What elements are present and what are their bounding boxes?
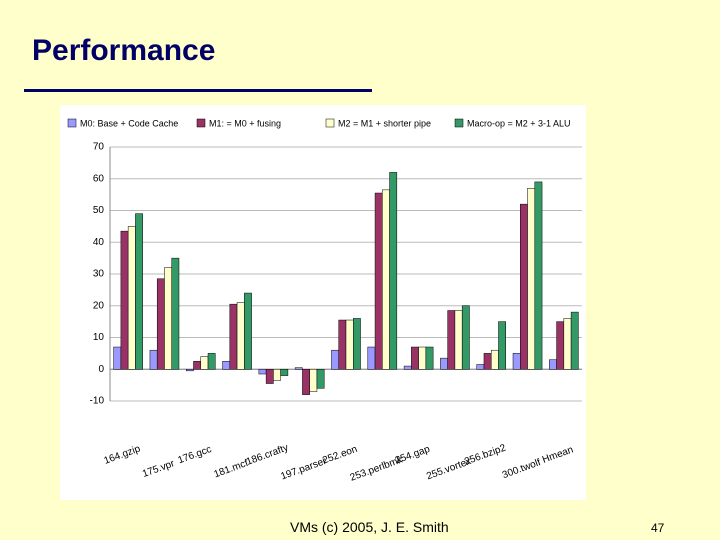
bar [563, 318, 572, 370]
bar [461, 305, 470, 370]
bar [374, 192, 383, 370]
bar [120, 230, 129, 370]
bar [294, 367, 303, 370]
legend-label: M1: = M0 + fusing [209, 118, 281, 128]
slide-title: Performance [32, 34, 216, 67]
bar [490, 349, 499, 370]
y-tick-label: 30 [93, 269, 105, 280]
page-number: 47 [651, 521, 665, 535]
bar [534, 181, 543, 370]
bar [164, 267, 172, 370]
bar [236, 302, 245, 370]
bar [135, 213, 143, 370]
bar [549, 359, 557, 370]
bar [244, 292, 252, 370]
y-tick-label: 20 [93, 300, 105, 311]
bar [389, 172, 398, 370]
bar [258, 369, 267, 375]
bar [512, 353, 521, 370]
bar [265, 369, 274, 384]
legend-swatch [325, 118, 335, 128]
bar [149, 349, 158, 370]
legend-label: M2 = M1 + shorter pipe [338, 118, 431, 128]
bar [454, 310, 463, 370]
y-tick-label: -10 [90, 396, 105, 407]
bar [193, 361, 202, 370]
bar [425, 346, 434, 370]
bar [207, 353, 216, 370]
bar [338, 319, 347, 370]
bar [556, 321, 565, 370]
legend-label: M0: Base + Code Cache [80, 118, 178, 128]
legend-label: Macro-op = M2 + 3-1 ALU [467, 118, 571, 128]
bar [185, 369, 194, 372]
bar [411, 346, 419, 370]
bar [447, 310, 456, 370]
bar [476, 364, 485, 370]
bar [498, 321, 507, 370]
bar [280, 369, 289, 376]
bar [382, 189, 390, 370]
bar [570, 311, 579, 370]
legend-swatch [67, 118, 77, 128]
bar [483, 353, 492, 370]
footer: VMs (c) 2005, J. E. Smith [290, 519, 449, 535]
bar [171, 257, 180, 370]
chart-area [60, 105, 586, 500]
bar [156, 278, 165, 370]
y-tick-label: 50 [93, 205, 105, 216]
bar [200, 356, 209, 370]
bar [302, 369, 310, 395]
legend-swatch [196, 118, 206, 128]
legend-swatch [454, 118, 464, 128]
bar [367, 346, 376, 370]
y-tick-label: 70 [93, 142, 105, 153]
bar [222, 361, 231, 370]
y-tick-label: 0 [98, 364, 104, 375]
bar [316, 369, 325, 389]
bar [527, 188, 536, 370]
bar [403, 365, 412, 370]
y-tick-label: 60 [93, 173, 105, 184]
bar [345, 319, 354, 370]
title-rule [24, 89, 372, 92]
y-tick-label: 40 [93, 237, 105, 248]
bar [440, 357, 448, 370]
bar [127, 226, 136, 370]
bar [331, 349, 339, 370]
bar [418, 346, 427, 370]
bar [309, 369, 318, 392]
bar [113, 346, 122, 370]
bar [229, 303, 238, 370]
y-tick-label: 10 [93, 332, 105, 343]
bar [273, 369, 281, 381]
bar [353, 318, 361, 370]
bar [520, 203, 528, 370]
